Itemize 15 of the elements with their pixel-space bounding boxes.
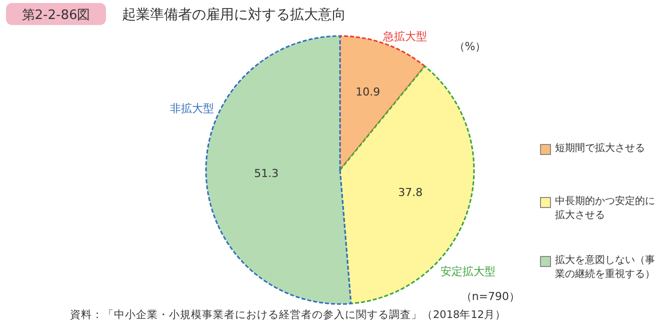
legend-label: 拡大を意図しない（事業の継続を重視する） — [555, 254, 656, 282]
text: 資料：「中小企業・小規模事業者における経営者の参入に関する調査」（2018年12月） — [70, 308, 506, 321]
text: 急拡大型 — [382, 30, 427, 43]
data-label: 10.9 — [356, 86, 380, 99]
text: （%） — [454, 40, 486, 53]
legend-label: 中長期的かつ安定的に拡大させる — [555, 195, 656, 223]
text: 非拡大型 — [170, 102, 214, 115]
chart-title: 起業準備者の雇用に対する拡大意向 — [122, 7, 346, 23]
data-label: 37.8 — [398, 186, 423, 199]
text: 安定拡大型 — [440, 265, 496, 278]
text: 第2-2-86図 — [22, 8, 90, 23]
data-label: 51.3 — [254, 167, 279, 180]
pie-slice — [205, 35, 352, 305]
text: （n=790） — [460, 290, 520, 303]
legend-label: 短期間で拡大させる — [555, 142, 645, 156]
